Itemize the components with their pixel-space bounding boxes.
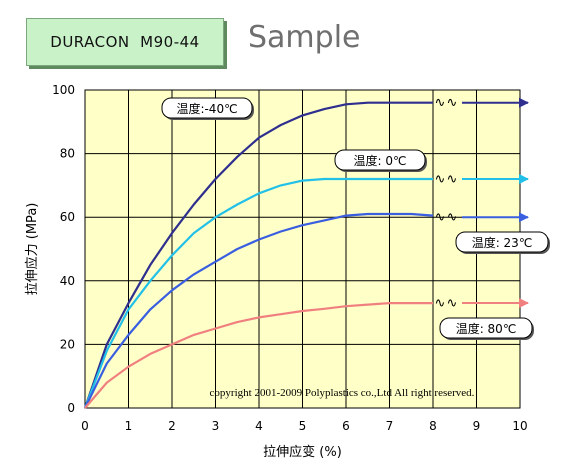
- y-axis-label: 拉伸应力 (MPa): [24, 203, 40, 296]
- break-mark: ∿: [447, 296, 458, 311]
- break-mark: ∿: [435, 296, 446, 311]
- series-label-box: [161, 97, 253, 119]
- break-mark: ∿: [447, 96, 458, 111]
- x-tick-label: 3: [212, 419, 220, 433]
- product-name-box: DURACON M90-44: [26, 18, 224, 66]
- series-label-box: [455, 231, 549, 253]
- product-name: DURACON M90-44: [50, 33, 200, 51]
- series-label: 温度: 23℃: [472, 235, 533, 250]
- sample-title: Sample: [248, 20, 361, 55]
- x-tick-label: 2: [168, 419, 176, 433]
- x-tick-label: 10: [512, 419, 527, 433]
- x-tick-label: 4: [255, 419, 263, 433]
- x-tick-label: 7: [386, 419, 394, 433]
- x-tick-label: 6: [342, 419, 350, 433]
- y-tick-label: 100: [52, 83, 75, 97]
- y-tick-label: 80: [60, 147, 75, 161]
- series-label: 温度:-40℃: [176, 101, 237, 116]
- break-mark: ∿: [435, 172, 446, 187]
- y-tick-label: 20: [60, 337, 75, 351]
- break-mark: ∿: [447, 172, 458, 187]
- y-tick-label: 40: [60, 274, 75, 288]
- x-tick-label: 5: [299, 419, 307, 433]
- y-tick-label: 0: [67, 401, 75, 415]
- x-axis-label: 拉伸应变 (%): [263, 444, 342, 460]
- copyright-text: copyright 2001-2009 Polyplastics co.,Ltd…: [210, 387, 475, 399]
- x-tick-label: 8: [429, 419, 437, 433]
- series-line: [84, 302, 433, 409]
- break-mark: ∿: [435, 210, 446, 225]
- x-tick-label: 0: [81, 419, 89, 433]
- series-label: 温度: 0℃: [354, 153, 407, 168]
- series-label-box: [439, 317, 533, 339]
- series-line: [83, 177, 433, 409]
- y-tick-label: 60: [60, 210, 75, 224]
- series-line: [84, 212, 434, 409]
- break-mark: ∿: [447, 210, 458, 225]
- series-label-box: [334, 149, 426, 171]
- series-line: [83, 101, 433, 409]
- series-label: 温度: 80℃: [456, 321, 517, 336]
- break-mark: ∿: [435, 96, 446, 111]
- x-tick-label: 9: [473, 419, 481, 433]
- x-tick-label: 1: [125, 419, 133, 433]
